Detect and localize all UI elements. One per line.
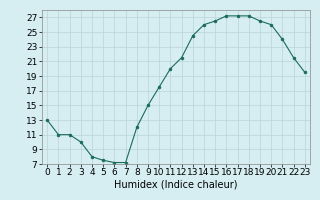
X-axis label: Humidex (Indice chaleur): Humidex (Indice chaleur) [114,180,238,190]
